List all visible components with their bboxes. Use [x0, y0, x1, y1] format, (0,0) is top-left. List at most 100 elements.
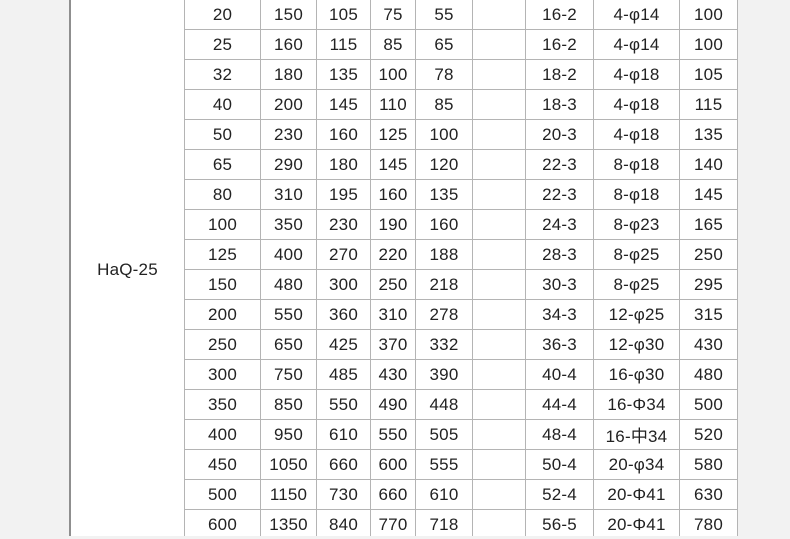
table-cell: 16-2 — [525, 0, 594, 30]
table-cell: 505 — [415, 419, 473, 450]
table-cell: 165 — [679, 209, 738, 240]
table-cell: 310 — [260, 179, 317, 210]
table-cell: 16-φ30 — [593, 359, 680, 390]
table-cell: 250 — [370, 269, 416, 300]
empty-cell — [472, 149, 526, 180]
spec-table-container: HaQ-25 20 150 105 75 55 16-2 4-φ14 100 25 160 115 85… — [69, 0, 738, 536]
table-cell: 660 — [316, 449, 371, 480]
table-cell: 350 — [260, 209, 317, 240]
table-cell: 160 — [370, 179, 416, 210]
table-cell: 550 — [316, 389, 371, 420]
table-cell: 50 — [184, 119, 261, 150]
table-row: 300 750 485 430 390 40-4 16-φ30 480 — [71, 359, 738, 390]
table-cell: 100 — [415, 119, 473, 150]
table-cell: 105 — [316, 0, 371, 30]
empty-cell — [472, 59, 526, 90]
table-cell: 12-φ30 — [593, 329, 680, 360]
table-row: 32 180 135 100 78 18-2 4-φ18 105 — [71, 59, 738, 90]
table-cell: 310 — [370, 299, 416, 330]
table-cell: 75 — [370, 0, 416, 30]
table-row: 200 550 360 310 278 34-3 12-φ25 315 — [71, 299, 738, 330]
empty-cell — [472, 239, 526, 270]
table-cell: 180 — [260, 59, 317, 90]
table-row: 40 200 145 110 85 18-3 4-φ18 115 — [71, 89, 738, 120]
table-cell: 22-3 — [525, 179, 594, 210]
table-row: 50 230 160 125 100 20-3 4-φ18 135 — [71, 119, 738, 150]
table-cell: 610 — [316, 419, 371, 450]
spec-table: HaQ-25 20 150 105 75 55 16-2 4-φ14 100 25 160 115 85… — [71, 0, 738, 536]
table-cell: 100 — [679, 29, 738, 60]
table-cell: 34-3 — [525, 299, 594, 330]
table-row: 250 650 425 370 332 36-3 12-φ30 430 — [71, 329, 738, 360]
table-cell: 20-3 — [525, 119, 594, 150]
table-cell: 125 — [184, 239, 261, 270]
empty-cell — [472, 479, 526, 510]
table-row: 400 950 610 550 505 48-4 16-中34 520 — [71, 419, 738, 450]
table-cell: 16-中34 — [593, 419, 680, 450]
table-row: 80 310 195 160 135 22-3 8-φ18 145 — [71, 179, 738, 210]
table-cell: 840 — [316, 509, 371, 536]
table-cell: 400 — [184, 419, 261, 450]
table-cell: 480 — [679, 359, 738, 390]
table-cell: 24-3 — [525, 209, 594, 240]
empty-cell — [472, 0, 526, 30]
table-cell: 350 — [184, 389, 261, 420]
table-cell: 100 — [184, 209, 261, 240]
table-cell: 120 — [415, 149, 473, 180]
table-cell: 135 — [316, 59, 371, 90]
empty-cell — [472, 89, 526, 120]
table-cell: 50-4 — [525, 449, 594, 480]
table-cell: 160 — [260, 29, 317, 60]
table-cell: 20-Φ41 — [593, 509, 680, 536]
table-cell: 160 — [415, 209, 473, 240]
empty-cell — [472, 209, 526, 240]
table-cell: 115 — [316, 29, 371, 60]
table-cell: 480 — [260, 269, 317, 300]
empty-cell — [472, 29, 526, 60]
table-cell: 430 — [370, 359, 416, 390]
table-cell: 295 — [679, 269, 738, 300]
table-cell: 56-5 — [525, 509, 594, 536]
table-cell: 8-φ23 — [593, 209, 680, 240]
table-cell: 8-φ25 — [593, 269, 680, 300]
table-cell: 400 — [260, 239, 317, 270]
table-cell: 250 — [679, 239, 738, 270]
table-cell: 630 — [679, 479, 738, 510]
empty-cell — [472, 299, 526, 330]
empty-cell — [472, 269, 526, 300]
table-row: 350 850 550 490 448 44-4 16-Φ34 500 — [71, 389, 738, 420]
empty-cell — [472, 359, 526, 390]
table-cell: 4-φ18 — [593, 89, 680, 120]
table-cell: 290 — [260, 149, 317, 180]
table-cell: 145 — [370, 149, 416, 180]
table-cell: 125 — [370, 119, 416, 150]
table-cell: 20-Φ41 — [593, 479, 680, 510]
table-cell: 150 — [260, 0, 317, 30]
table-cell: 600 — [370, 449, 416, 480]
table-cell: 850 — [260, 389, 317, 420]
table-cell: 100 — [370, 59, 416, 90]
table-cell: 4-φ18 — [593, 59, 680, 90]
table-cell: 36-3 — [525, 329, 594, 360]
table-cell: 370 — [370, 329, 416, 360]
table-cell: 30-3 — [525, 269, 594, 300]
spec-table-body: HaQ-25 20 150 105 75 55 16-2 4-φ14 100 25 160 115 85… — [71, 0, 738, 536]
table-cell: 4-φ14 — [593, 29, 680, 60]
table-cell: 218 — [415, 269, 473, 300]
empty-cell — [472, 419, 526, 450]
table-cell: 110 — [370, 89, 416, 120]
table-cell: 200 — [260, 89, 317, 120]
table-cell: 44-4 — [525, 389, 594, 420]
table-cell: 360 — [316, 299, 371, 330]
table-cell: 40-4 — [525, 359, 594, 390]
table-cell: 48-4 — [525, 419, 594, 450]
table-cell: 200 — [184, 299, 261, 330]
table-cell: 500 — [679, 389, 738, 420]
table-cell: 20 — [184, 0, 261, 30]
table-cell: 105 — [679, 59, 738, 90]
empty-cell — [472, 509, 526, 536]
table-cell: 550 — [260, 299, 317, 330]
table-cell: 78 — [415, 59, 473, 90]
table-cell: 18-3 — [525, 89, 594, 120]
table-cell: 425 — [316, 329, 371, 360]
